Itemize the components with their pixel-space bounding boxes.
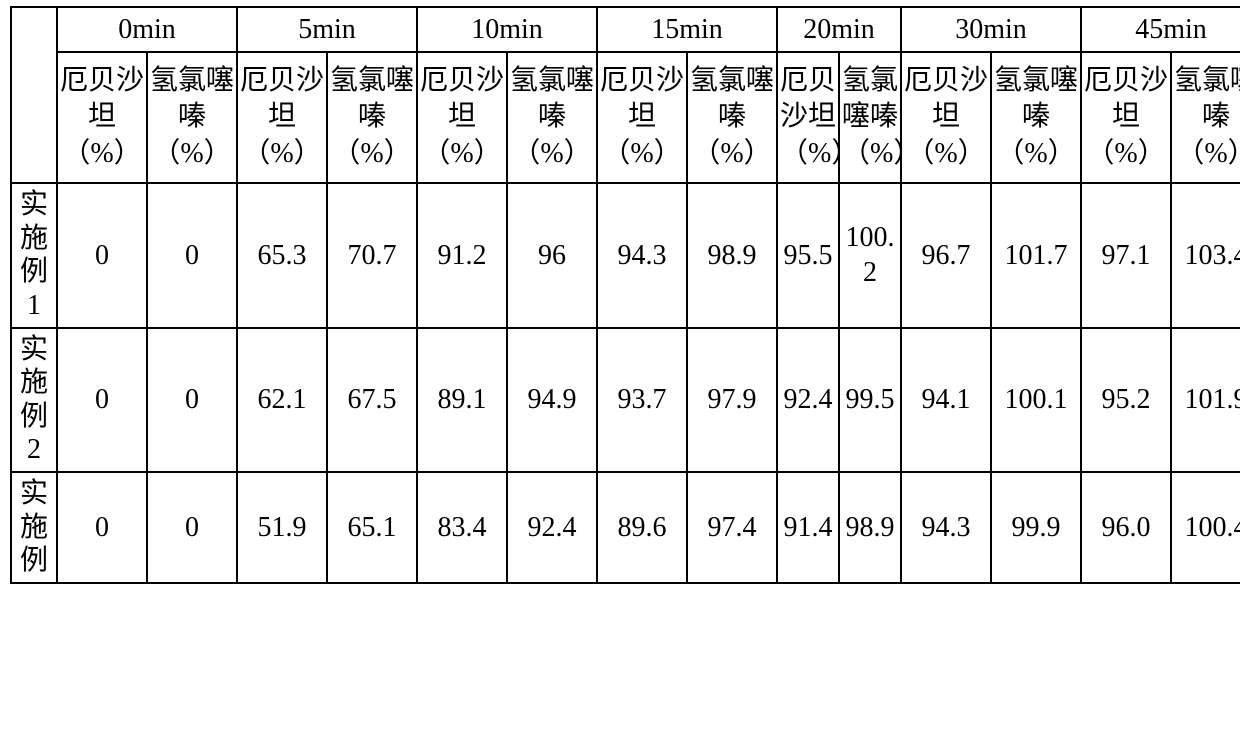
cell: 101.7 xyxy=(991,183,1081,327)
sub-2-a: 厄贝沙坦（%） xyxy=(417,52,507,183)
time-header-5: 30min xyxy=(901,7,1081,52)
cell: 96 xyxy=(507,183,597,327)
cell: 100.4 xyxy=(1171,472,1240,583)
sub-4-a: 厄贝沙坦（%） xyxy=(777,52,839,183)
cell: 99.9 xyxy=(991,472,1081,583)
cell: 100.2 xyxy=(839,183,901,327)
sub-1-a: 厄贝沙坦（%） xyxy=(237,52,327,183)
header-row-time: 0min 5min 10min 15min 20min 30min 45min xyxy=(11,7,1240,52)
sub-5-b: 氢氯噻嗪（%） xyxy=(991,52,1081,183)
cell: 103.4 xyxy=(1171,183,1240,327)
cell: 93.7 xyxy=(597,328,687,472)
cell: 0 xyxy=(147,472,237,583)
cell: 98.9 xyxy=(687,183,777,327)
table-row: 实施例2 0 0 62.1 67.5 89.1 94.9 93.7 97.9 9… xyxy=(11,328,1240,472)
sub-2-b: 氢氯噻嗪（%） xyxy=(507,52,597,183)
sub-1-b: 氢氯噻嗪（%） xyxy=(327,52,417,183)
cell: 97.9 xyxy=(687,328,777,472)
row-label-2: 实施例 xyxy=(11,472,57,583)
row-label-1: 实施例2 xyxy=(11,328,57,472)
cell: 97.1 xyxy=(1081,183,1171,327)
cell: 95.2 xyxy=(1081,328,1171,472)
cell: 65.3 xyxy=(237,183,327,327)
time-header-6: 45min xyxy=(1081,7,1240,52)
sub-5-a: 厄贝沙坦（%） xyxy=(901,52,991,183)
cell: 91.4 xyxy=(777,472,839,583)
sub-0-b: 氢氯噻嗪（%） xyxy=(147,52,237,183)
cell: 101.9 xyxy=(1171,328,1240,472)
table-row: 实施例1 0 0 65.3 70.7 91.2 96 94.3 98.9 95.… xyxy=(11,183,1240,327)
cell: 99.5 xyxy=(839,328,901,472)
cell: 51.9 xyxy=(237,472,327,583)
cell: 83.4 xyxy=(417,472,507,583)
header-row-sub: 厄贝沙坦（%） 氢氯噻嗪（%） 厄贝沙坦（%） 氢氯噻嗪（%） 厄贝沙坦（%） … xyxy=(11,52,1240,183)
cell: 96.0 xyxy=(1081,472,1171,583)
cell: 96.7 xyxy=(901,183,991,327)
time-header-3: 15min xyxy=(597,7,777,52)
row-label-0: 实施例1 xyxy=(11,183,57,327)
cell: 65.1 xyxy=(327,472,417,583)
cell: 92.4 xyxy=(777,328,839,472)
time-header-2: 10min xyxy=(417,7,597,52)
sub-3-b: 氢氯噻嗪（%） xyxy=(687,52,777,183)
cell: 0 xyxy=(147,183,237,327)
cell: 92.4 xyxy=(507,472,597,583)
time-header-0: 0min xyxy=(57,7,237,52)
cell: 0 xyxy=(147,328,237,472)
cell: 62.1 xyxy=(237,328,327,472)
cell: 94.1 xyxy=(901,328,991,472)
sub-6-a: 厄贝沙坦（%） xyxy=(1081,52,1171,183)
cell: 0 xyxy=(57,183,147,327)
cell: 94.9 xyxy=(507,328,597,472)
time-header-1: 5min xyxy=(237,7,417,52)
corner-cell xyxy=(11,7,57,183)
cell: 67.5 xyxy=(327,328,417,472)
cell: 94.3 xyxy=(901,472,991,583)
cell: 95.5 xyxy=(777,183,839,327)
cell: 98.9 xyxy=(839,472,901,583)
sub-6-b: 氢氯噻嗪（%） xyxy=(1171,52,1240,183)
cell: 91.2 xyxy=(417,183,507,327)
dissolution-table: 0min 5min 10min 15min 20min 30min 45min … xyxy=(10,6,1240,584)
cell: 94.3 xyxy=(597,183,687,327)
sub-3-a: 厄贝沙坦（%） xyxy=(597,52,687,183)
cell: 0 xyxy=(57,472,147,583)
cell: 89.1 xyxy=(417,328,507,472)
cell: 89.6 xyxy=(597,472,687,583)
cell: 70.7 xyxy=(327,183,417,327)
time-header-4: 20min xyxy=(777,7,901,52)
sub-0-a: 厄贝沙坦（%） xyxy=(57,52,147,183)
sub-4-b: 氢氯噻嗪（%） xyxy=(839,52,901,183)
cell: 0 xyxy=(57,328,147,472)
cell: 100.1 xyxy=(991,328,1081,472)
table-row: 实施例 0 0 51.9 65.1 83.4 92.4 89.6 97.4 91… xyxy=(11,472,1240,583)
cell: 97.4 xyxy=(687,472,777,583)
